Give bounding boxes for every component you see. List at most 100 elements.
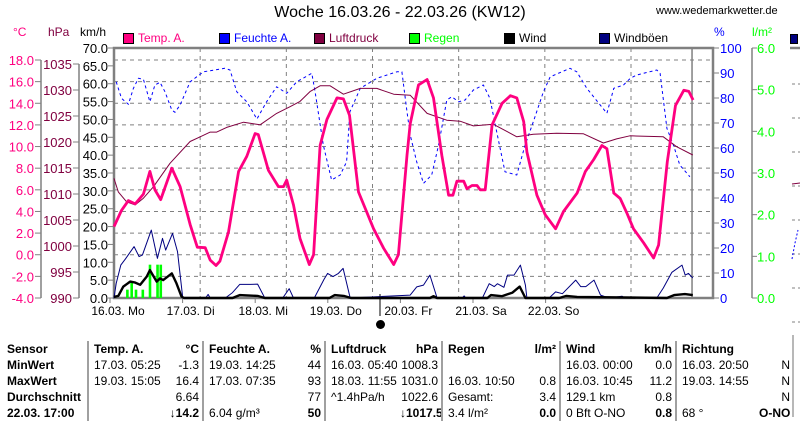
- temp-tick-label: -4.0: [12, 291, 34, 306]
- chart-title: Woche 16.03.26 - 22.03.26 (KW12): [274, 4, 526, 21]
- table-cell: 17.03. 05:25: [87, 357, 164, 373]
- table-cell: 17.03. 07:35: [202, 373, 287, 389]
- x-tick-label: 16.03. Mo: [91, 304, 145, 318]
- table-cell: 68 °: [675, 405, 756, 421]
- table-cell: 77: [307, 390, 321, 404]
- temp-unit-label: °C: [13, 25, 27, 39]
- pressure-tick-label: 990: [50, 291, 72, 306]
- wind-tick-label: 5.0: [90, 273, 108, 288]
- wind-tick-label: 15.0: [83, 237, 108, 252]
- temp-tick-label: 14.0: [9, 96, 34, 111]
- table-cell: N: [781, 390, 790, 404]
- wind-tick-label: 50.0: [83, 112, 108, 127]
- rain-bar: [130, 281, 133, 298]
- column-header: l/m²: [534, 342, 556, 356]
- table-header-row: Sensor Temp. A. °C Feuchte A.% Luftdruck hPa R…: [4, 341, 793, 357]
- table-cell: ↓1017.5: [400, 406, 442, 420]
- table-row: 22.03. 17:00 ↓14.2 6.04 g/m³ 50 ↓1017.5 3.4 l…: [4, 405, 793, 421]
- table-cell: 11.2: [649, 374, 672, 388]
- humidity-tick-label: 0: [720, 291, 727, 306]
- series-pressure-line: [113, 85, 694, 206]
- legend-item: Luftdruck: [314, 31, 378, 45]
- table-cell: [441, 357, 522, 373]
- rain-bar: [141, 289, 145, 298]
- table-cell: 0 Bft O-NO: [559, 405, 638, 421]
- legend-label: Temp. A.: [138, 31, 185, 45]
- table-cell: 0.8: [655, 406, 672, 420]
- humidity-tick-label: 60: [720, 141, 734, 156]
- stats-table: Sensor Temp. A. °C Feuchte A.% Luftdruck hPa R…: [4, 341, 793, 421]
- x-tick-label: 17.03. Di: [167, 304, 215, 318]
- table-cell: N: [781, 358, 790, 372]
- table-cell: 16.03. 10:45: [559, 373, 638, 389]
- rain-bar: [148, 264, 152, 298]
- legend-label: Luftdruck: [329, 31, 379, 45]
- humidity-tick-label: 50: [720, 166, 734, 181]
- table-cell: 3.4: [539, 390, 556, 404]
- humidity-tick-label: 20: [720, 241, 734, 256]
- legend-item: Windböen: [599, 31, 668, 45]
- wind-tick-label: 25.0: [83, 202, 108, 217]
- column-header: Wind: [559, 341, 638, 357]
- legend-label: Feuchte A.: [234, 31, 292, 45]
- table-cell: 1031.0: [401, 374, 438, 388]
- wind-tick-label: 40.0: [83, 148, 108, 163]
- table-cell: [675, 389, 756, 405]
- table-cell: 6.64: [175, 390, 199, 404]
- table-cell: 44: [307, 358, 321, 372]
- table-cell: 16.03. 20:50: [675, 357, 756, 373]
- table-cell: [324, 405, 397, 421]
- rain-tick-label: 6.0: [757, 41, 775, 56]
- humidity-tick-label: 70: [720, 116, 734, 131]
- table-cell: 0.8: [539, 374, 556, 388]
- table-cell: [202, 389, 287, 405]
- temp-tick-label: 10.0: [9, 140, 34, 155]
- table-cell: 129.1 km: [559, 389, 638, 405]
- site-url[interactable]: www.wedemarkwetter.de: [656, 5, 778, 17]
- temp-tick-label: 2.0: [16, 226, 34, 241]
- pressure-tick-label: 1005: [43, 213, 72, 228]
- legend-swatch: [409, 32, 420, 44]
- plot-frame: [112, 46, 715, 300]
- rain-tick-label: 3.0: [757, 166, 775, 181]
- wind-unit-label: km/h: [80, 25, 107, 39]
- wind-tick-label: 60.0: [83, 77, 108, 92]
- legend-item: Regen: [409, 31, 459, 45]
- table-cell: 16.4: [175, 374, 199, 388]
- table-cell: 6.04 g/m³: [202, 405, 287, 421]
- temp-tick-label: 12.0: [9, 118, 34, 133]
- table-cell: [87, 405, 164, 421]
- table-cell: 1008.3: [401, 358, 438, 372]
- table-cell: 16.03. 00:00: [559, 357, 638, 373]
- table-cell: 18.03. 11:55: [324, 373, 397, 389]
- wind-tick-label: 10.0: [83, 255, 108, 270]
- legend-label: Wind: [519, 31, 547, 45]
- humidity-tick-label: 80: [720, 91, 734, 106]
- table-cell: 19.03. 14:55: [675, 373, 756, 389]
- pressure-tick-label: 1020: [43, 135, 72, 150]
- pressure-tick-label: 1000: [43, 239, 72, 254]
- column-header: km/h: [643, 342, 672, 356]
- table-cell: [87, 389, 164, 405]
- column-header: Feuchte A.: [202, 341, 287, 357]
- series-wind-line: [113, 268, 693, 300]
- row-label: Durchschnitt: [7, 390, 82, 404]
- x-tick-label: 20.03. Fr: [384, 304, 432, 318]
- legend-item: Wind: [504, 31, 546, 45]
- rain-tick-label: 1.0: [757, 249, 775, 264]
- table-row: MinWert 17.03. 05:25 -1.3 19.03. 14:25 44 16.…: [4, 357, 793, 373]
- table-cell: 1022.6: [401, 390, 438, 404]
- column-header: %: [310, 342, 321, 356]
- column-header: [756, 341, 793, 357]
- rain-bar: [126, 289, 129, 298]
- table-cell: 16.03. 05:40: [324, 357, 397, 373]
- table-cell: N: [781, 374, 790, 388]
- temp-tick-label: 8.0: [16, 161, 34, 176]
- legend-swatch: [504, 32, 515, 44]
- x-tick-label: 18.03. Mi: [239, 304, 288, 318]
- table-cell: 0.0: [539, 406, 556, 420]
- column-header: Richtung: [675, 341, 756, 357]
- x-tick-label: 22.03. So: [528, 304, 580, 318]
- rain-bar: [159, 264, 163, 298]
